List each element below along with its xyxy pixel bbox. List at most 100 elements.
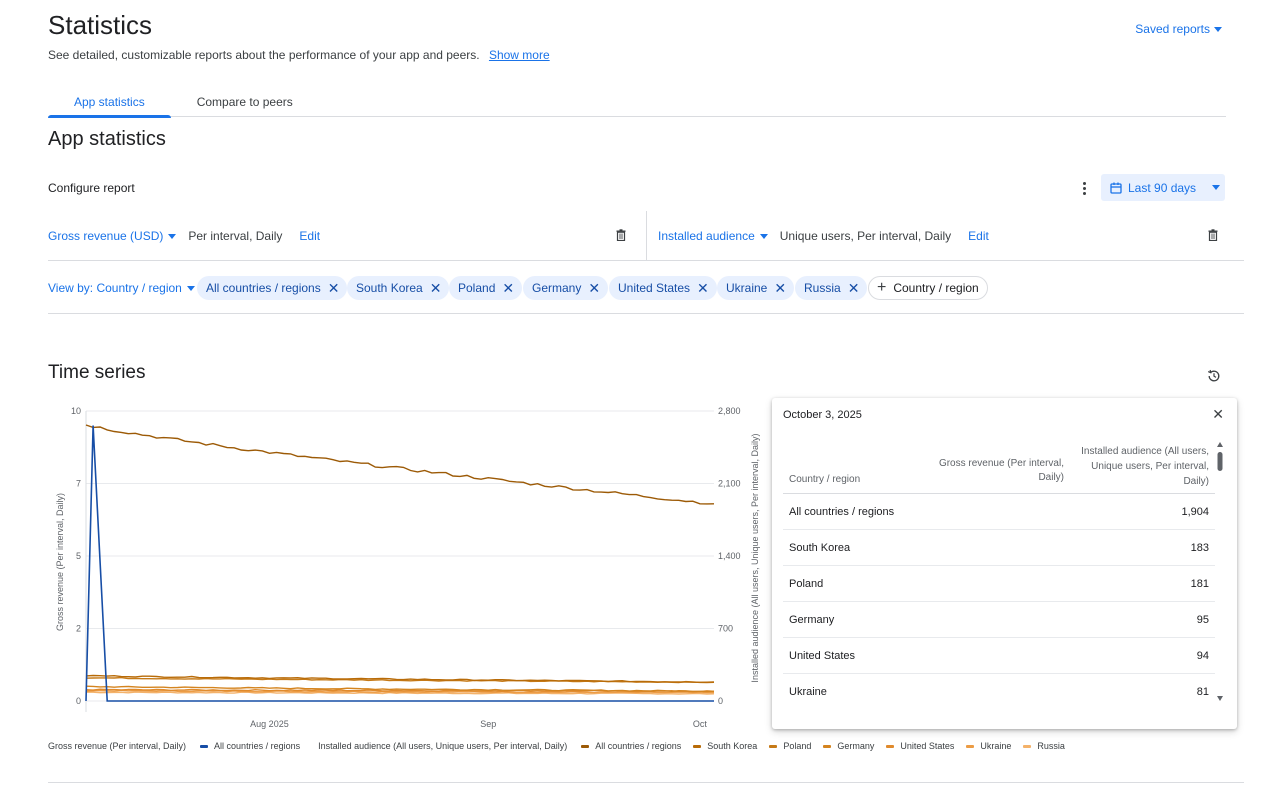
section-title: App statistics bbox=[48, 128, 166, 150]
saved-reports-button[interactable]: Saved reports bbox=[1135, 22, 1222, 36]
chip-label: Ukraine bbox=[726, 281, 768, 295]
legend-item: All countries / regions bbox=[200, 741, 300, 751]
chip-poland[interactable]: Poland ✕ bbox=[449, 276, 523, 300]
y-tick-right: 2,100 bbox=[718, 479, 741, 489]
close-icon[interactable]: ✕ bbox=[588, 280, 601, 296]
legend-swatch bbox=[966, 744, 975, 748]
chip-germany[interactable]: Germany ✕ bbox=[523, 276, 609, 300]
chip-label: All countries / regions bbox=[206, 281, 321, 295]
chip-south-korea[interactable]: South Korea ✕ bbox=[347, 276, 450, 300]
chevron-down-icon bbox=[186, 285, 195, 291]
y-axis-title-left: Gross revenue (Per interval, Daily) bbox=[55, 493, 65, 631]
metric-description: Unique users, Per interval, Daily bbox=[779, 229, 952, 243]
x-tick-label: Sep bbox=[480, 719, 496, 729]
table-row: Ukraine 81 bbox=[783, 674, 1215, 710]
tab-app-statistics[interactable]: App statistics bbox=[48, 88, 171, 118]
metric-installed-audience: Installed audience Unique users, Per int… bbox=[646, 211, 1244, 261]
row-country: South Korea bbox=[789, 541, 851, 554]
legend-item: Ukraine bbox=[966, 741, 1011, 751]
series-line-russia bbox=[86, 691, 715, 695]
trash-icon[interactable] bbox=[616, 229, 626, 241]
row-country: Poland bbox=[789, 577, 824, 590]
metric-name-label: Gross revenue (USD) bbox=[48, 229, 164, 243]
view-by-dropdown[interactable]: View by: Country / region bbox=[48, 281, 195, 295]
tab-compare-to-peers[interactable]: Compare to peers bbox=[196, 95, 293, 109]
chevron-down-icon bbox=[1212, 185, 1221, 190]
history-icon[interactable] bbox=[1207, 369, 1221, 383]
scroll-up-icon bbox=[1217, 442, 1223, 447]
table-row: Poland 181 bbox=[783, 566, 1215, 602]
table-row: All countries / regions 1,904 bbox=[783, 494, 1215, 530]
date-range-button[interactable]: Last 90 days bbox=[1101, 174, 1225, 201]
legend-item: United States bbox=[886, 741, 954, 751]
chevron-down-icon bbox=[759, 233, 768, 239]
legend-label: Russia bbox=[1037, 741, 1065, 751]
chevron-down-icon bbox=[168, 233, 177, 239]
legend-label: Ukraine bbox=[980, 741, 1012, 751]
row-country: Germany bbox=[789, 613, 835, 626]
y-tick-right: 1,400 bbox=[718, 551, 741, 561]
tooltip-scrollbar[interactable] bbox=[1215, 442, 1225, 704]
metric-dropdown-installed-audience[interactable]: Installed audience bbox=[658, 229, 768, 243]
table-row: Germany 95 bbox=[783, 602, 1215, 638]
chip-russia[interactable]: Russia ✕ bbox=[795, 276, 868, 300]
chip-ukraine[interactable]: Ukraine ✕ bbox=[717, 276, 795, 300]
close-icon[interactable]: ✕ bbox=[502, 280, 515, 296]
legend-swatch bbox=[886, 744, 895, 748]
y-tick-left: 0 bbox=[76, 696, 81, 706]
y-tick-left: 10 bbox=[71, 406, 81, 416]
trash-icon[interactable] bbox=[1208, 229, 1218, 241]
tab-bar: App statistics Compare to peers bbox=[48, 88, 1226, 118]
chip-label: Russia bbox=[804, 281, 841, 295]
legend-group-revenue: Gross revenue (Per interval, Daily) bbox=[48, 741, 187, 751]
legend-label: All countries / regions bbox=[595, 741, 682, 751]
row-value: 1,904 bbox=[1181, 505, 1209, 518]
row-country: Ukraine bbox=[789, 686, 827, 698]
legend-swatch bbox=[769, 744, 778, 748]
metric-description: Per interval, Daily bbox=[188, 229, 283, 243]
edit-installed-audience-link[interactable]: Edit bbox=[968, 229, 989, 243]
close-icon[interactable]: ✕ bbox=[774, 280, 787, 296]
close-icon[interactable]: ✕ bbox=[429, 280, 442, 296]
legend-item: All countries / regions bbox=[581, 741, 681, 751]
series-line-germany bbox=[85, 685, 715, 693]
series-line-south-korea bbox=[85, 674, 715, 684]
more-options-icon[interactable] bbox=[1076, 178, 1092, 198]
legend-item: Poland bbox=[769, 741, 811, 751]
scroll-down-icon bbox=[1217, 696, 1223, 701]
close-icon[interactable]: ✕ bbox=[327, 280, 340, 296]
tooltip-header-row: Country / region Gross revenue (Per inte… bbox=[783, 442, 1215, 494]
page-subtitle: See detailed, customizable reports about… bbox=[48, 48, 550, 62]
legend-swatch bbox=[693, 744, 702, 748]
y-tick-right: 0 bbox=[718, 696, 723, 706]
chart-legend: Gross revenue (Per interval, Daily) All … bbox=[48, 741, 1077, 751]
y-axis-title-right: Installed audience (All users, Unique us… bbox=[750, 433, 760, 682]
chip-united-states[interactable]: United States ✕ bbox=[609, 276, 717, 300]
time-series-title: Time series bbox=[48, 362, 146, 383]
metric-dropdown-gross-revenue[interactable]: Gross revenue (USD) bbox=[48, 229, 177, 243]
row-value: 183 bbox=[1190, 541, 1209, 554]
close-icon[interactable]: ✕ bbox=[697, 280, 709, 296]
series-line-all-countries-regions bbox=[85, 424, 715, 505]
close-icon[interactable]: ✕ bbox=[847, 280, 860, 296]
chip-label: Germany bbox=[532, 281, 582, 295]
legend-swatch bbox=[581, 744, 590, 748]
close-icon[interactable]: ✕ bbox=[1212, 406, 1224, 422]
page-title: Statistics bbox=[48, 10, 153, 40]
legend-swatch bbox=[1023, 744, 1032, 748]
edit-gross-revenue-link[interactable]: Edit bbox=[299, 229, 321, 243]
row-value: 181 bbox=[1190, 577, 1209, 590]
scroll-thumb bbox=[1217, 452, 1223, 471]
row-country: All countries / regions bbox=[789, 505, 895, 518]
row-country: United States bbox=[789, 649, 856, 662]
show-more-link[interactable]: Show more bbox=[488, 48, 550, 62]
chip-all-countries[interactable]: All countries / regions ✕ bbox=[197, 276, 348, 300]
divider bbox=[48, 782, 1244, 783]
col-revenue-header: Gross revenue (Per interval, Daily) bbox=[938, 458, 1064, 483]
calendar-icon bbox=[1110, 182, 1122, 194]
row-value: 81 bbox=[1196, 686, 1209, 698]
x-tick-label: Oct bbox=[693, 719, 708, 729]
add-country-chip[interactable]: + Country / region bbox=[868, 276, 988, 300]
legend-label: Germany bbox=[837, 741, 875, 751]
col-audience-header: Installed audience (All users, Unique us… bbox=[1081, 446, 1209, 487]
